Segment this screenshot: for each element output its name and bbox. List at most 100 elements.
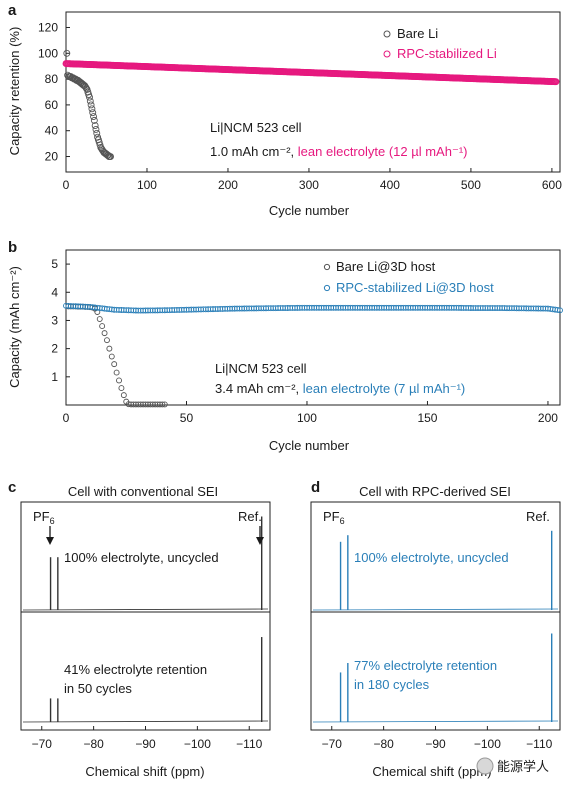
b-series0-point: [116, 377, 122, 384]
panel-b-ylabel: Capacity (mAh cm⁻²): [7, 266, 22, 388]
a-ytick-label-3: 80: [45, 72, 59, 86]
a-series0-point: [92, 125, 100, 133]
c-xtick-label-1: −80: [83, 737, 104, 751]
b-series0-point: [96, 316, 103, 322]
b-series0-point: [101, 330, 108, 337]
c-xtick-label-3: −100: [184, 737, 211, 751]
b-ytick-label-4: 5: [51, 257, 58, 271]
legend-marker-bare-li: [383, 30, 391, 38]
b-series0-point: [159, 401, 166, 408]
panel-b-annotation-line1: Li|NCM 523 cell: [215, 361, 307, 376]
b-series0-point: [161, 401, 168, 408]
b-ytick-label-0: 1: [51, 370, 58, 384]
a-xtick-label-0: 0: [63, 178, 70, 192]
a-ytick-label-0: 20: [45, 150, 59, 164]
b-ytick-label-3: 4: [51, 285, 58, 299]
a-xtick-label-2: 200: [218, 178, 238, 192]
panel-c-pf6-arrow-head: [46, 537, 54, 545]
panel-b-letter: b: [8, 239, 17, 256]
b-xtick-label-0: 0: [63, 411, 70, 425]
b-series0-point: [118, 385, 125, 392]
panel-d-ticks: −70 −80 −90 −100 −110: [322, 726, 553, 751]
d-xtick-label-0: −70: [322, 737, 343, 751]
panel-a-xlabel: Cycle number: [269, 203, 350, 218]
legend-marker-bare-3d: [323, 263, 331, 271]
c-trace1-baseline: [22, 720, 269, 723]
panel-c: c Cell with conventional SEI −70 −80 −90 −1…: [8, 479, 271, 779]
a-series0-point: [63, 49, 71, 57]
a-series0-point: [82, 84, 90, 92]
b-series0-point: [120, 392, 127, 399]
b-ytick-label-1: 2: [51, 342, 58, 356]
panel-c-traces: [22, 516, 269, 723]
a-series0-point: [86, 93, 93, 101]
d-xtick-label-4: −110: [526, 737, 552, 751]
panel-c-pf6-arrow: [46, 526, 54, 545]
panel-d-ref-label: Ref.: [526, 509, 550, 524]
c-xtick-label-0: −70: [32, 737, 53, 751]
b-ytick-label-2: 3: [51, 313, 58, 327]
panel-d-trace1-label: 100% electrolyte, uncycled: [354, 550, 509, 565]
panel-a-frame: [65, 11, 561, 173]
panel-d-pf6-label: PF6: [323, 509, 345, 526]
d-trace1-baseline: [312, 720, 559, 723]
watermark: 能源学人: [476, 757, 549, 775]
c-trace0-baseline: [22, 608, 269, 611]
a-xtick-label-4: 400: [380, 178, 400, 192]
panel-c-ticks: −70 −80 −90 −100 −110: [32, 726, 263, 751]
panel-b-bare-series: [65, 303, 168, 408]
panel-a-letter: a: [8, 2, 17, 19]
a-ytick-label-2: 60: [45, 98, 59, 112]
d-xtick-label-1: −80: [373, 737, 394, 751]
panel-c-ref-label: Ref.: [238, 509, 262, 524]
a-series0-point: [90, 116, 98, 124]
panel-b-annotation-electrolyte: lean electrolyte (7 µl mAh⁻¹): [303, 381, 465, 396]
panel-a: a 0 100 200 300 400 500 600 20 40 60 80 100 120 Capa…: [7, 2, 562, 218]
watermark-icon: [476, 757, 494, 775]
legend-label-rpc-3d: RPC-stabilized Li@3D host: [336, 280, 494, 295]
panel-b-annotation-line2: 3.4 mAh cm⁻², lean electrolyte (7 µl mAh…: [215, 381, 465, 396]
b-xtick-label-2: 100: [297, 411, 317, 425]
panel-d-pf6-base: PF: [323, 509, 340, 524]
panel-c-pf6-base: PF: [33, 509, 50, 524]
panel-b-xlabel: Cycle number: [269, 438, 350, 453]
a-series0-point: [87, 101, 95, 109]
legend-marker-rpc-3d: [323, 284, 331, 292]
legend-label-bare-3d: Bare Li@3D host: [336, 259, 436, 274]
b-series0-point: [106, 345, 113, 352]
panel-a-rpc-series: [62, 60, 560, 86]
panel-d-xlabel: Chemical shift (ppm): [372, 764, 491, 779]
panel-c-trace1-label: 100% electrolyte, uncycled: [64, 550, 219, 565]
panel-c-ref-arrow: [256, 526, 264, 545]
d-xtick-label-3: −100: [474, 737, 501, 751]
panel-c-title: Cell with conventional SEI: [68, 484, 218, 499]
panel-b-legend: Bare Li@3D host RPC-stabilized Li@3D hos…: [323, 259, 494, 295]
panel-d-trace2-label-line1: 77% electrolyte retention: [354, 658, 497, 673]
panel-c-pf6-sub: 6: [50, 516, 55, 526]
panel-a-annotation-electrolyte: lean electrolyte (12 µl mAh⁻¹): [298, 144, 468, 159]
a-ytick-label-4: 100: [38, 46, 58, 60]
panel-a-annotation-line2: 1.0 mAh cm⁻², lean electrolyte (12 µl mA…: [210, 144, 467, 159]
panel-c-frame: [20, 501, 271, 731]
panel-d: d Cell with RPC-derived SEI −70 −80 −90 −10…: [310, 479, 561, 779]
b-series0-point: [108, 353, 115, 360]
a-series0-point: [86, 97, 94, 105]
a-xtick-label-6: 600: [542, 178, 562, 192]
b-series0-point: [113, 369, 120, 376]
a-series0-point: [93, 129, 101, 137]
a-xtick-label-3: 300: [299, 178, 319, 192]
panel-a-legend: Bare Li RPC-stabilized Li: [383, 26, 497, 61]
a-ytick-label-5: 120: [38, 20, 58, 34]
b-xtick-label-3: 150: [417, 411, 437, 425]
panel-d-trace2-label-line2: in 180 cycles: [354, 677, 430, 692]
panel-a-ylabel: Capacity retention (%): [7, 27, 22, 156]
b-xtick-label-4: 200: [538, 411, 558, 425]
a-series0-point: [91, 122, 99, 129]
legend-label-bare-li: Bare Li: [397, 26, 438, 41]
a-series0-point: [88, 105, 96, 113]
c-xtick-label-4: −110: [236, 737, 262, 751]
c-xtick-label-2: −90: [135, 737, 156, 751]
d-xtick-label-2: −90: [425, 737, 446, 751]
legend-label-rpc-li: RPC-stabilized Li: [397, 46, 497, 61]
